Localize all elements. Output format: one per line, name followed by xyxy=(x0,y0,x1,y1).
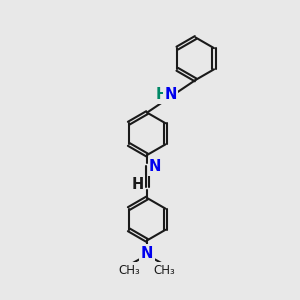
Text: N: N xyxy=(149,159,161,174)
Text: N: N xyxy=(165,87,177,102)
Text: CH₃: CH₃ xyxy=(154,264,176,277)
Text: CH₃: CH₃ xyxy=(118,264,140,277)
Text: H: H xyxy=(131,177,144,192)
Text: N: N xyxy=(141,246,153,261)
Text: H: H xyxy=(155,87,167,102)
